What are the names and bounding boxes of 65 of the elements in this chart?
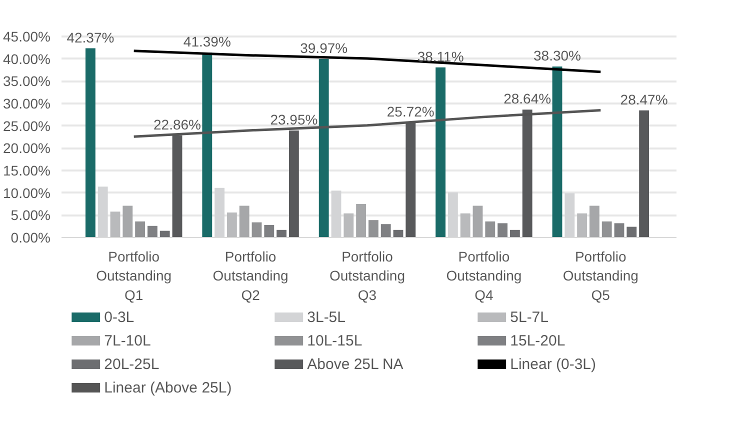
legend-label: 15L-20L	[510, 332, 566, 350]
bar	[85, 48, 96, 238]
legend-label: 10L-15L	[307, 332, 362, 350]
bar	[498, 223, 508, 238]
y-tick-label: 35.00%	[3, 73, 50, 90]
legend-label: Above 25L NA	[307, 356, 404, 373]
bar	[344, 213, 354, 238]
data-label: 23.95%	[270, 112, 318, 128]
data-label: 28.47%	[620, 91, 668, 108]
y-tick-label: 25.00%	[3, 118, 50, 134]
legend-label: 7L-10L	[104, 332, 151, 350]
data-label: 39.97%	[300, 40, 348, 56]
bar	[472, 206, 483, 238]
bar	[639, 110, 650, 238]
data-label: 42.37%	[66, 29, 114, 46]
bar	[602, 221, 612, 238]
y-tick-label: 40.00%	[3, 50, 50, 67]
y-tick-label: 5.00%	[10, 207, 51, 224]
legend-label: 20L-25L	[104, 356, 160, 373]
bar	[552, 66, 562, 238]
bar	[252, 222, 262, 238]
bar	[356, 204, 366, 238]
bar	[460, 213, 470, 238]
data-label: 38.11%	[417, 48, 464, 64]
x-tick-label: Portfolio Outstanding Q4	[446, 248, 522, 303]
bar	[160, 230, 170, 238]
y-tick-label: 20.00%	[3, 140, 50, 156]
bar	[510, 230, 520, 238]
x-tick-label: Portfolio Outstanding Q5	[562, 248, 638, 303]
legend-label: 5L-7L	[510, 308, 549, 326]
bar	[110, 212, 120, 238]
legend-label: 3L-5L	[307, 308, 346, 326]
x-tick-label: Portfolio Outstanding Q2	[212, 248, 288, 303]
y-tick-label: 15.00%	[3, 162, 50, 179]
legend-label: Linear (0-3L)	[510, 356, 596, 373]
bar	[264, 224, 274, 238]
bar	[368, 220, 378, 238]
y-tick-label: 45.00%	[3, 28, 50, 45]
data-label: 22.86%	[154, 116, 201, 132]
y-tick-label: 0.00%	[10, 230, 51, 246]
data-label: 28.64%	[504, 90, 552, 107]
bar	[239, 206, 250, 238]
legend-label: Linear (Above 25L)	[104, 379, 232, 396]
bar	[318, 59, 329, 238]
data-label: 38.30%	[534, 47, 581, 64]
bar	[485, 221, 496, 238]
bar	[202, 52, 212, 238]
x-tick-label: Portfolio Outstanding Q3	[330, 248, 405, 303]
bar	[147, 226, 158, 238]
bar	[276, 230, 287, 238]
bar	[577, 213, 588, 238]
y-tick-label: 30.00%	[3, 96, 50, 112]
legend-label: 0-3L	[104, 308, 134, 326]
bar	[626, 226, 637, 238]
y-tick-label: 10.00%	[3, 184, 50, 201]
bar	[380, 224, 391, 238]
bar	[135, 221, 146, 238]
data-label: 41.39%	[183, 34, 231, 50]
bar	[614, 223, 624, 238]
x-tick-label: Portfolio Outstanding Q1	[96, 248, 172, 303]
bar	[122, 206, 133, 238]
bar	[589, 206, 600, 238]
data-label: 25.72%	[386, 104, 434, 120]
bar	[226, 212, 237, 238]
bar	[436, 67, 446, 238]
